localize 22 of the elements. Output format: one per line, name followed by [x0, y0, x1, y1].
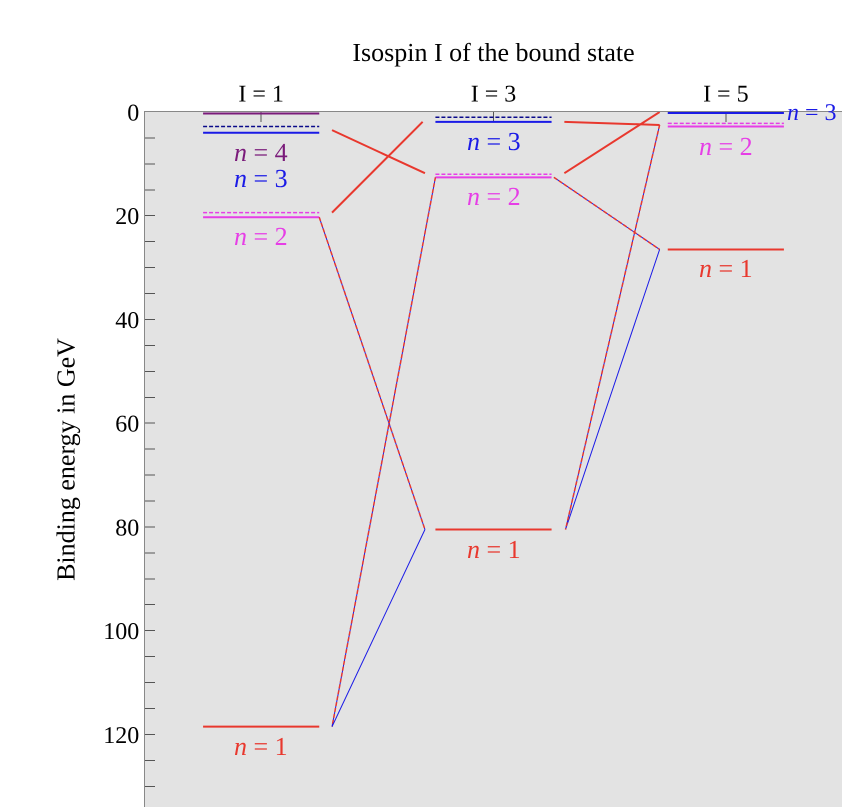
series-label: n = 2 [699, 132, 753, 161]
y-tick-label: 0 [127, 100, 140, 126]
series-label: n = 1 [234, 732, 288, 761]
series-label: n = 3 [787, 100, 837, 126]
y-axis-title: Binding energy in GeV [52, 338, 81, 581]
x-tick-label: I = 5 [703, 81, 749, 108]
x-axis-title: Isospin I of the bound state [352, 38, 635, 67]
y-tick-label: 40 [115, 308, 140, 334]
x-tick-label: I = 1 [238, 81, 284, 108]
series-label: n = 3 [234, 164, 288, 193]
y-tick-label: 120 [103, 722, 140, 749]
y-tick-label: 100 [103, 619, 140, 646]
x-tick-label: I = 3 [470, 81, 516, 108]
y-tick-label: 20 [115, 204, 140, 230]
series-label: n = 1 [699, 254, 753, 283]
series-label: n = 2 [467, 182, 521, 211]
series-label: n = 3 [467, 127, 521, 156]
series-label: n = 1 [467, 535, 521, 564]
series-label: n = 2 [234, 222, 288, 251]
series-label: n = 4 [234, 138, 288, 167]
y-tick-label: 80 [115, 515, 140, 542]
y-tick-label: 60 [115, 412, 140, 438]
